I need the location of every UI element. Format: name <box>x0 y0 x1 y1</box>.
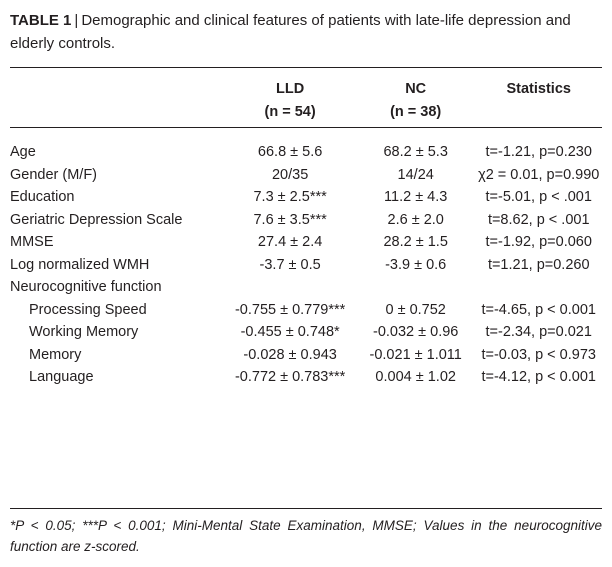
table-row: MMSE 27.4 ± 2.4 28.2 ± 1.5 t=-1.92, p=0.… <box>10 231 602 254</box>
table-row: Education 7.3 ± 2.5*** 11.2 ± 4.3 t=-5.0… <box>10 186 602 209</box>
cell-statistics: t=-4.65, p < 0.001 <box>481 301 596 318</box>
table-bottom-rule <box>10 508 602 509</box>
cell-nc: 0 ± 0.752 <box>385 301 446 318</box>
cell-statistics: t=-1.92, p=0.060 <box>485 234 592 250</box>
table-row: Gender (M/F) 20/35 14/24 χ2 = 0.01, p=0.… <box>10 164 602 187</box>
cell-nc: 2.6 ± 2.0 <box>387 211 444 228</box>
header-cell-lld: LLD (n = 54) <box>264 81 316 120</box>
cell-nc: -3.9 ± 0.6 <box>385 256 447 273</box>
cell-statistics: t=-1.21, p=0.230 <box>485 144 592 160</box>
caption-text: Demographic and clinical features of pat… <box>10 12 571 52</box>
header-cell-label <box>10 68 224 128</box>
cell-statistics: t=-0.03, p < 0.973 <box>481 346 596 363</box>
cell-statistics: t=-4.12, p < 0.001 <box>481 369 596 385</box>
table-label: TABLE 1 <box>10 12 72 29</box>
cell-lld: -0.755 ± 0.779*** <box>234 301 346 318</box>
table-row: Processing Speed -0.755 ± 0.779*** 0 ± 0… <box>10 299 602 322</box>
table-header-rule <box>10 127 602 128</box>
cell-nc <box>356 276 476 299</box>
cell-lld: -0.455 ± 0.748* <box>240 324 340 340</box>
demographics-table: LLD (n = 54) NC (n = 38) Statistics Age … <box>10 68 602 389</box>
cell-lld: -3.7 ± 0.5 <box>259 256 321 273</box>
row-label: Processing Speed <box>29 301 147 318</box>
cell-statistics: t=-5.01, p < .001 <box>485 189 592 205</box>
table-header-row: LLD (n = 54) NC (n = 38) Statistics <box>10 68 602 128</box>
cell-nc: 0.004 ± 1.02 <box>375 369 456 385</box>
cell-nc: -0.032 ± 0.96 <box>373 324 459 340</box>
cell-statistics: χ2 = 0.01, p=0.990 <box>478 166 600 183</box>
table-row: Language -0.772 ± 0.783*** 0.004 ± 1.02 … <box>10 366 602 389</box>
cell-nc: 14/24 <box>397 166 434 183</box>
cell-lld: 66.8 ± 5.6 <box>257 144 323 160</box>
cell-nc: 11.2 ± 4.3 <box>384 189 448 205</box>
caption-separator: | <box>74 12 79 29</box>
table-row: Memory -0.028 ± 0.943 -0.021 ± 1.011 t=-… <box>10 344 602 367</box>
row-label: Neurocognitive function <box>10 279 162 295</box>
header-cell-statistics: Statistics <box>506 81 571 97</box>
header-cell-nc: NC (n = 38) <box>390 81 442 120</box>
row-label: MMSE <box>10 234 54 250</box>
row-label: Language <box>29 369 94 385</box>
cell-statistics: t=-2.34, p=0.021 <box>485 324 592 340</box>
row-label: Gender (M/F) <box>10 166 98 183</box>
table-caption: TABLE 1 | Demographic and clinical feature… <box>10 9 602 55</box>
table-row: Working Memory -0.455 ± 0.748* -0.032 ± … <box>10 321 602 344</box>
row-label: Working Memory <box>29 324 139 340</box>
cell-statistics: t=1.21, p=0.260 <box>487 256 590 273</box>
cell-lld: -0.028 ± 0.943 <box>243 346 337 363</box>
cell-lld: 7.3 ± 2.5*** <box>253 189 327 205</box>
table-row: Geriatric Depression Scale 7.6 ± 3.5*** … <box>10 209 602 232</box>
cell-nc: 28.2 ± 1.5 <box>383 234 448 250</box>
cell-nc: -0.021 ± 1.011 <box>369 346 462 363</box>
cell-nc: 68.2 ± 5.3 <box>383 144 448 160</box>
row-label: Education <box>10 189 75 205</box>
row-label: Age <box>10 144 36 160</box>
table-row: Age 66.8 ± 5.6 68.2 ± 5.3 t=-1.21, p=0.2… <box>10 128 602 164</box>
row-label: Log normalized WMH <box>10 256 150 273</box>
cell-lld: -0.772 ± 0.783*** <box>234 369 346 385</box>
cell-statistics <box>475 276 602 299</box>
row-label: Memory <box>29 346 82 363</box>
cell-lld: 27.4 ± 2.4 <box>257 234 323 250</box>
table-row: Log normalized WMH -3.7 ± 0.5 -3.9 ± 0.6… <box>10 254 602 277</box>
cell-lld <box>224 276 356 299</box>
table-footnote: *P < 0.05; ***P < 0.001; Mini-Mental Sta… <box>10 518 602 554</box>
table-row: Neurocognitive function <box>10 276 602 299</box>
cell-statistics: t=8.62, p < .001 <box>487 211 590 228</box>
cell-lld: 7.6 ± 3.5*** <box>253 211 327 228</box>
cell-lld: 20/35 <box>271 166 309 183</box>
table-top-rule <box>10 67 602 68</box>
row-label: Geriatric Depression Scale <box>10 211 183 228</box>
